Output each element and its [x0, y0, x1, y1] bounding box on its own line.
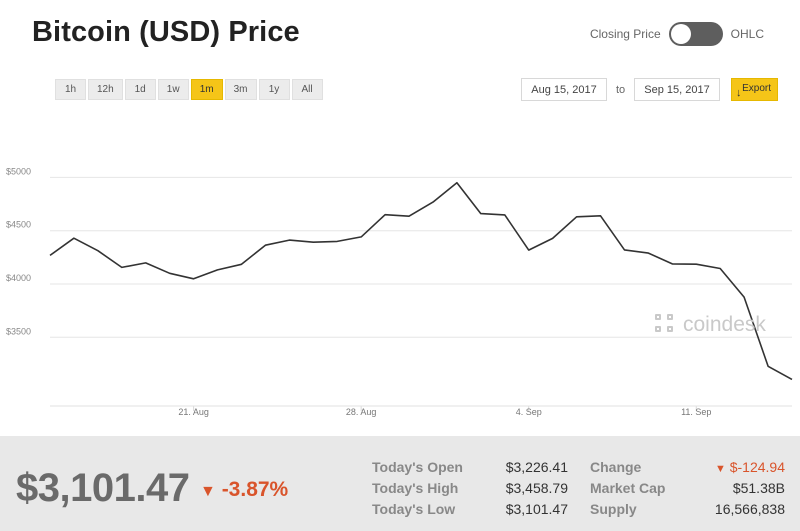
- change-down-icon: ▼: [714, 463, 726, 475]
- x-tick-label: 4. Sep: [516, 407, 542, 417]
- page-title: Bitcoin (USD) Price: [32, 16, 300, 48]
- chart-mode-toggle[interactable]: [668, 22, 723, 46]
- export-button[interactable]: ↓ Export: [731, 78, 778, 101]
- range-button-1h[interactable]: 1h: [55, 79, 86, 100]
- download-arrow-icon: ↓: [736, 87, 742, 99]
- end-date-field[interactable]: Sep 15, 2017: [634, 78, 720, 101]
- change-label: Change: [590, 459, 642, 475]
- market-cap-label: Market Cap: [590, 480, 666, 496]
- range-button-12h[interactable]: 12h: [88, 79, 123, 100]
- todays-high-value: $3,458.79: [505, 480, 568, 496]
- y-tick-label: $3500: [6, 326, 31, 336]
- coindesk-logo-icon: [655, 314, 677, 336]
- toggle-knob: [670, 24, 691, 44]
- x-tick-label: 11. Sep: [681, 407, 711, 417]
- change-value: ▼ $-124.94: [680, 459, 785, 475]
- range-button-1m[interactable]: 1m: [190, 79, 223, 100]
- ohlc-label: OHLC: [730, 27, 764, 41]
- change-percent-value: -3.87%: [221, 478, 289, 501]
- x-tick-label: 21. Aug: [178, 407, 209, 417]
- y-tick-label: $4000: [6, 273, 31, 283]
- range-button-1w[interactable]: 1w: [157, 79, 189, 100]
- grid-layer: [50, 176, 792, 338]
- range-selector: 1h 12h 1d 1w 1m 3m 1y All: [55, 79, 323, 100]
- market-cap-value: $51.38B: [732, 480, 785, 496]
- supply-label: Supply: [590, 501, 637, 517]
- todays-low-value: $3,101.47: [505, 501, 568, 517]
- price-change-percent: ▼ -3.87%: [200, 478, 288, 502]
- todays-low-label: Today's Low: [372, 501, 456, 517]
- price-chart: $5000 $4500 $4000 $3500 21. Aug 28. Aug 4. Se…: [6, 166, 793, 417]
- y-tick-label: $5000: [6, 166, 31, 176]
- todays-high-label: Today's High: [372, 480, 459, 496]
- todays-open-label: Today's Open: [372, 459, 463, 475]
- change-amount: $-124.94: [729, 459, 785, 475]
- coindesk-watermark: coindesk: [655, 313, 766, 337]
- date-to-label: to: [616, 84, 626, 96]
- y-tick-label: $4500: [6, 220, 31, 230]
- closing-price-label: Closing Price: [589, 27, 661, 41]
- range-button-all[interactable]: All: [291, 79, 323, 100]
- todays-open-value: $3,226.41: [505, 459, 568, 475]
- export-label: Export: [742, 83, 771, 94]
- range-button-3m[interactable]: 3m: [224, 79, 257, 100]
- supply-value: 16,566,838: [714, 501, 785, 517]
- y-axis-labels: $5000 $4500 $4000 $3500: [6, 166, 31, 336]
- chart-mode-switch: Closing Price OHLC: [590, 22, 764, 46]
- range-button-1d[interactable]: 1d: [124, 79, 156, 100]
- watermark-text: coindesk: [683, 313, 766, 336]
- series-layer: [49, 181, 793, 381]
- price-footer: $3,101.47 ▼ -3.87% Today's Open $3,226.4…: [0, 436, 800, 531]
- down-triangle-icon: ▼: [200, 483, 216, 500]
- x-axis-labels: 21. Aug 28. Aug 4. Sep 11. Sep: [178, 406, 711, 417]
- range-button-1y[interactable]: 1y: [258, 79, 290, 100]
- current-price: $3,101.47: [16, 466, 190, 510]
- price-series-line: [49, 181, 793, 381]
- x-tick-label: 28. Aug: [346, 407, 377, 417]
- start-date-field[interactable]: Aug 15, 2017: [521, 78, 607, 101]
